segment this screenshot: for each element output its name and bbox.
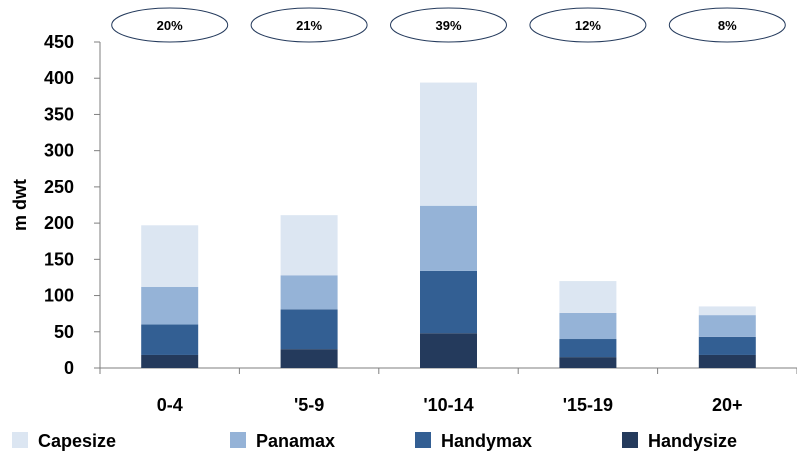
percent-badge xyxy=(668,7,786,43)
y-tick-label: 150 xyxy=(44,249,74,269)
bar-capesize xyxy=(280,215,338,276)
bar-capesize xyxy=(420,82,477,206)
legend-label-panamax: Panamax xyxy=(256,431,335,451)
bar-capesize xyxy=(698,306,756,316)
percent-badge xyxy=(250,7,368,43)
percent-label: 20% xyxy=(157,18,183,33)
bar-capesize xyxy=(559,281,617,313)
bar-panamax xyxy=(420,205,477,271)
x-tick-label: '15-19 xyxy=(563,395,613,415)
bar-handymax xyxy=(559,339,617,358)
bar-handymax xyxy=(420,270,477,334)
percent-badge xyxy=(529,7,647,43)
legend-swatch-handysize xyxy=(622,432,638,448)
legend-label-capesize: Capesize xyxy=(38,431,116,451)
y-tick-label: 200 xyxy=(44,213,74,233)
percent-badges: 20% 21% 39% 12% 8% xyxy=(111,7,786,43)
percent-badge xyxy=(390,7,507,43)
percent-label: 21% xyxy=(296,18,322,33)
percent-badge xyxy=(111,7,229,43)
legend: Capesize Panamax Handymax Handysize xyxy=(12,431,737,451)
y-tick-label: 400 xyxy=(44,68,74,88)
bar-handysize xyxy=(280,349,338,368)
y-axis-title: m dwt xyxy=(10,179,30,231)
legend-swatch-panamax xyxy=(230,432,246,448)
bar-handymax xyxy=(141,324,199,355)
bar-handysize xyxy=(559,357,617,368)
y-tick-label: 0 xyxy=(64,358,74,378)
bar-panamax xyxy=(280,275,338,310)
percent-label: 8% xyxy=(718,18,737,33)
x-axis-ticks: 0-4 '5-9 '10-14 '15-19 20+ xyxy=(99,368,797,415)
bar-handysize xyxy=(698,354,756,368)
x-tick-label: 20+ xyxy=(712,395,743,415)
y-tick-label: 300 xyxy=(44,141,74,161)
bars xyxy=(141,82,756,368)
percent-label: 39% xyxy=(435,18,461,33)
y-tick-label: 450 xyxy=(44,32,74,52)
y-tick-label: 250 xyxy=(44,177,74,197)
bar-handymax xyxy=(698,336,756,355)
legend-label-handysize: Handysize xyxy=(648,431,737,451)
bar-handysize xyxy=(420,333,477,368)
x-tick-label: 0-4 xyxy=(157,395,183,415)
y-tick-label: 350 xyxy=(44,104,74,124)
bar-handymax xyxy=(280,309,338,350)
percent-label: 12% xyxy=(575,18,601,33)
bar-panamax xyxy=(698,315,756,337)
legend-label-handymax: Handymax xyxy=(441,431,532,451)
bar-panamax xyxy=(559,312,617,340)
x-tick-label: '10-14 xyxy=(423,395,473,415)
x-tick-label: '5-9 xyxy=(294,395,324,415)
legend-swatch-capesize xyxy=(12,432,28,448)
y-axis-ticks: 0 50 100 150 200 250 300 350 400 450 xyxy=(44,32,100,378)
y-tick-label: 50 xyxy=(54,322,74,342)
y-tick-label: 100 xyxy=(44,286,74,306)
legend-swatch-handymax xyxy=(415,432,431,448)
bar-panamax xyxy=(141,286,199,325)
bar-capesize xyxy=(141,225,199,287)
bar-handysize xyxy=(141,354,199,368)
